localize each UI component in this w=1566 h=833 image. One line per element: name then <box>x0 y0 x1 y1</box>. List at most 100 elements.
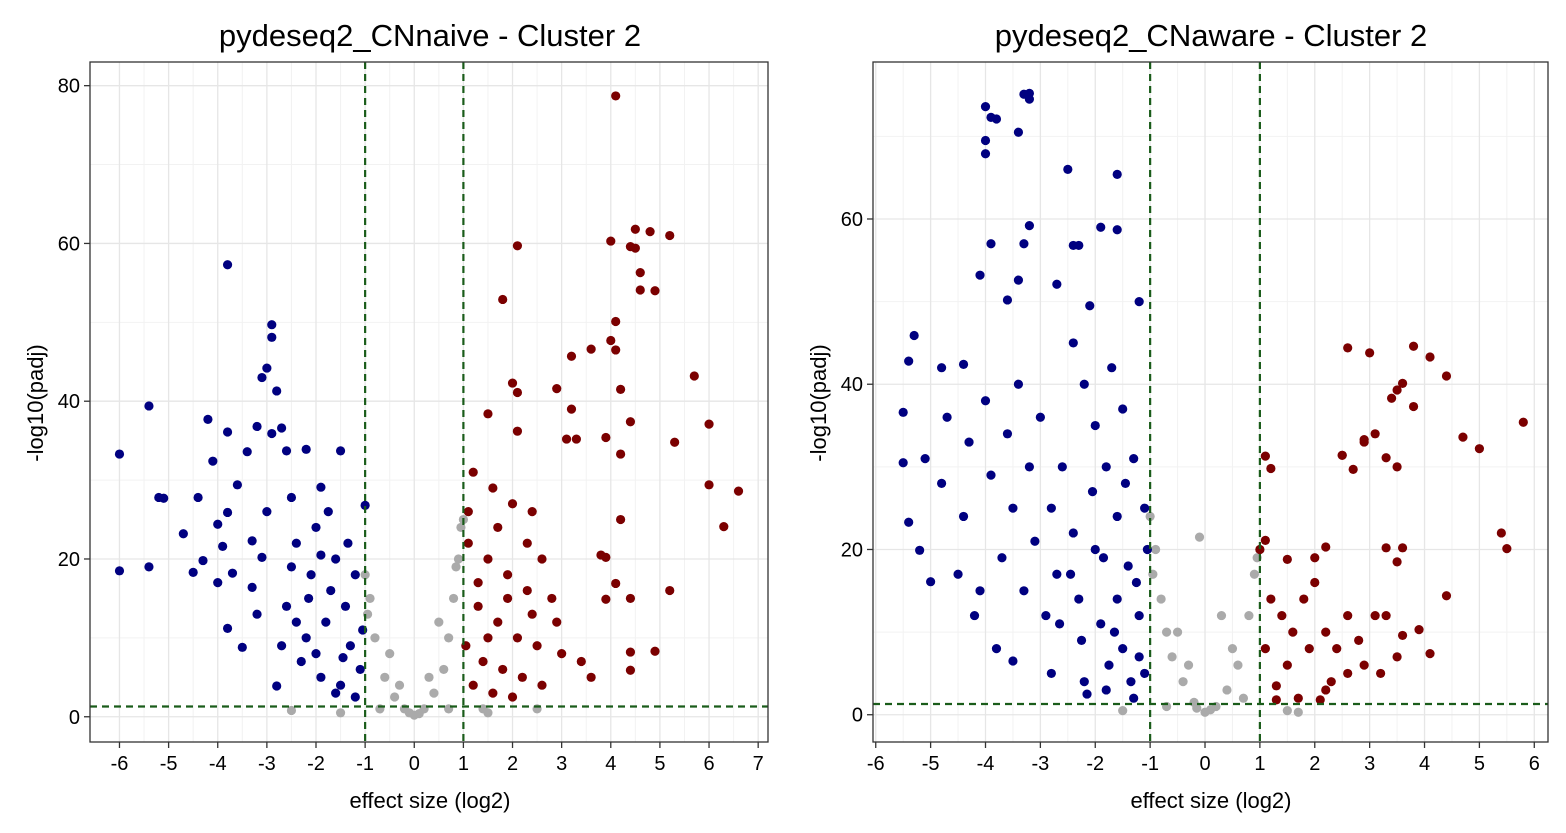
data-point-down <box>986 470 996 480</box>
data-point-down <box>304 593 314 604</box>
data-point-down <box>964 437 974 447</box>
y-tick-label: 20 <box>841 539 863 561</box>
data-point-down <box>1074 594 1084 604</box>
data-point-ns <box>1192 703 1202 713</box>
data-point-ns <box>335 708 346 718</box>
data-point-down <box>980 135 991 146</box>
data-point-ns <box>1238 693 1249 703</box>
data-point-down <box>291 538 301 548</box>
data-point-down <box>1120 478 1131 488</box>
x-tick-label: -3 <box>1031 753 1049 775</box>
data-point-down <box>350 692 360 702</box>
data-point-down <box>1140 503 1150 513</box>
data-point-up <box>1293 693 1303 703</box>
data-point-up <box>493 522 503 533</box>
data-point-up <box>1518 417 1528 427</box>
plot-border <box>872 61 1549 743</box>
data-point-up <box>1354 635 1364 645</box>
data-point-down <box>340 601 351 611</box>
data-point-ns <box>1249 569 1260 579</box>
chart-title: pydeseq2_CNaware - Cluster 2 <box>995 18 1428 53</box>
data-point-down <box>301 444 311 454</box>
data-point-down <box>997 553 1007 563</box>
data-point-ns <box>451 562 461 572</box>
data-point-down <box>936 478 947 488</box>
y-tick-label: 60 <box>58 233 80 255</box>
data-point-down <box>331 554 341 564</box>
data-point-up <box>1282 554 1292 564</box>
data-point-ns <box>1178 677 1188 687</box>
data-point-ns <box>1151 544 1161 555</box>
data-point-up <box>616 384 626 394</box>
data-point-down <box>306 570 316 580</box>
data-point-down <box>1013 127 1024 137</box>
data-point-up <box>704 480 714 490</box>
x-tick-label: 7 <box>753 753 764 775</box>
data-point-down <box>1013 275 1024 285</box>
x-tick-label: -1 <box>1141 753 1159 775</box>
data-point-down <box>1074 240 1084 251</box>
data-point-down <box>980 396 991 406</box>
data-point-down <box>991 644 1002 654</box>
data-point-down <box>1104 660 1114 670</box>
data-point-up <box>1370 610 1380 621</box>
data-point-up <box>527 507 537 517</box>
data-point-ns <box>1194 532 1205 542</box>
data-point-down <box>188 567 198 577</box>
data-point-up <box>488 688 498 698</box>
data-point-down <box>277 641 287 651</box>
data-point-up <box>1365 348 1375 358</box>
data-point-down <box>958 511 969 522</box>
data-point-up <box>635 285 645 295</box>
data-point-down <box>286 492 297 503</box>
data-point-down <box>114 449 125 459</box>
data-point-down <box>936 363 947 373</box>
data-point-up <box>1348 464 1358 474</box>
data-point-up <box>478 656 488 667</box>
data-point-down <box>144 401 154 411</box>
data-point-up <box>1386 393 1397 403</box>
data-point-up <box>463 507 473 517</box>
data-point-ns <box>1227 644 1238 654</box>
y-axis-label: -log10(padj) <box>806 344 831 461</box>
y-tick-label: 20 <box>58 549 80 571</box>
data-point-up <box>650 646 660 656</box>
data-point-up <box>473 578 483 588</box>
data-point-up <box>517 672 527 682</box>
data-point-ns <box>404 708 414 718</box>
data-point-up <box>611 345 621 355</box>
data-point-down <box>1068 338 1078 348</box>
data-point-up <box>645 227 655 237</box>
x-axis-label: effect size (log2) <box>349 788 510 813</box>
data-point-up <box>1392 462 1402 472</box>
x-tick-label: -5 <box>160 753 178 775</box>
data-point-down <box>208 456 218 466</box>
data-point-up <box>611 91 621 101</box>
y-tick-label: 40 <box>58 391 80 413</box>
data-point-down <box>1035 412 1045 422</box>
data-point-down <box>321 617 331 627</box>
data-point-down <box>262 507 272 517</box>
data-point-up <box>1260 535 1270 545</box>
data-point-down <box>1082 689 1092 699</box>
data-point-up <box>1271 695 1281 705</box>
data-point-up <box>468 680 478 690</box>
data-point-down <box>980 149 991 159</box>
data-point-down <box>178 529 188 539</box>
data-point-up <box>1381 610 1391 621</box>
data-point-down <box>1054 619 1065 629</box>
data-point-up <box>625 665 636 675</box>
data-point-up <box>1370 429 1380 439</box>
data-point-down <box>1002 429 1013 439</box>
data-point-up <box>1414 625 1424 635</box>
data-point-down <box>1019 239 1029 249</box>
data-point-up <box>1359 660 1369 670</box>
data-point-ns <box>1172 627 1183 637</box>
data-point-up <box>1321 627 1331 637</box>
data-point-up <box>1397 378 1408 389</box>
data-point-up <box>689 371 699 381</box>
x-axis-label: effect size (log2) <box>1130 788 1291 813</box>
data-point-up <box>1343 343 1353 353</box>
data-point-ns <box>390 692 400 702</box>
data-point-up <box>1271 681 1281 691</box>
